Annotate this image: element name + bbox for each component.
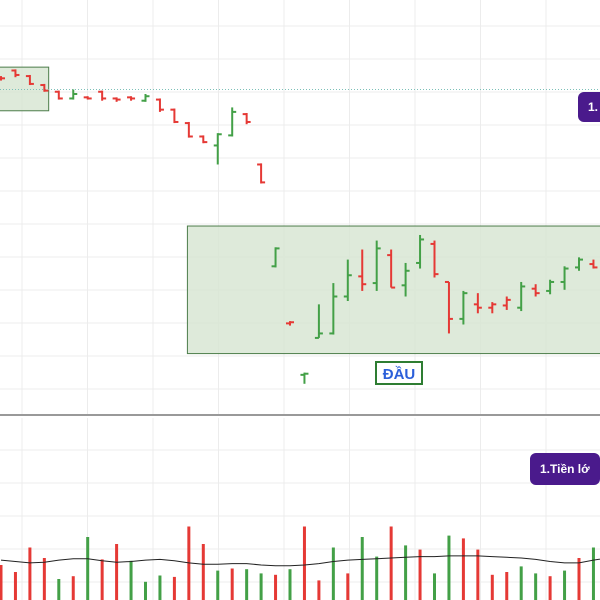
ohlc-bar xyxy=(401,262,410,297)
ohlc-bar xyxy=(517,281,526,312)
volume-bar xyxy=(534,573,538,600)
ohlc-bar xyxy=(444,280,453,334)
volume-bar xyxy=(42,558,46,600)
ohlc-bar xyxy=(98,90,107,101)
volume-bar xyxy=(433,573,436,600)
ohlc-bar xyxy=(69,89,78,100)
volume-bar xyxy=(490,574,494,600)
ohlc-bar xyxy=(372,240,381,291)
zone-rect xyxy=(186,225,600,355)
volume-bar xyxy=(13,572,17,600)
volume-bar xyxy=(288,569,292,600)
ohlc-bar xyxy=(314,304,323,339)
ohlc-bar xyxy=(546,279,555,295)
ohlc-bar xyxy=(531,284,540,297)
ohlc-bar xyxy=(560,266,569,290)
volume-bar xyxy=(505,572,509,600)
zone-rect xyxy=(0,66,50,112)
price-zones xyxy=(0,66,600,355)
ohlc-bar xyxy=(575,257,583,271)
ohlc-bar xyxy=(155,98,164,112)
ohlc-bar xyxy=(329,283,338,335)
volume-bar xyxy=(259,573,263,600)
volume-bar xyxy=(86,537,90,600)
volume-bar xyxy=(519,566,523,600)
ohlc-bar xyxy=(184,121,193,138)
ohlc-bar xyxy=(199,135,208,144)
volume-bar xyxy=(158,575,162,600)
volume-bar xyxy=(476,549,480,600)
volume-bar xyxy=(274,574,278,600)
ohlc-bar xyxy=(40,83,49,92)
ohlc-bar xyxy=(257,163,266,184)
volume-bar xyxy=(591,547,595,600)
ohlc-bar xyxy=(242,113,251,125)
volume-bar xyxy=(0,565,3,600)
ohlc-bar xyxy=(358,249,367,291)
ohlc-bar xyxy=(127,96,136,101)
volume-bar xyxy=(548,576,552,600)
volume-bar xyxy=(389,526,393,600)
volume-bar xyxy=(302,526,306,600)
ohlc-bar xyxy=(112,97,121,102)
ohlc-bar xyxy=(11,69,20,78)
volume-bar xyxy=(100,559,104,600)
volume-bar xyxy=(447,535,451,600)
volume-bar xyxy=(563,570,567,600)
volume-bar xyxy=(216,570,220,600)
ohlc-bar xyxy=(213,133,222,165)
ohlc-bar xyxy=(459,290,468,325)
volume-bar xyxy=(360,537,364,600)
volume-bar xyxy=(346,573,350,600)
ohlc-bar xyxy=(488,302,497,314)
zone-label: ĐẦU xyxy=(375,361,423,385)
volume-bar xyxy=(245,569,249,600)
volume-bars xyxy=(0,526,595,600)
volume-bar xyxy=(461,538,465,600)
ohlc-bar xyxy=(473,293,482,314)
volume-bar xyxy=(57,579,61,600)
ohlc-bar xyxy=(271,247,280,268)
ohlc-bar xyxy=(54,90,63,100)
volume-bar xyxy=(577,558,581,600)
ohlc-bar xyxy=(141,93,150,102)
volume-ma-line xyxy=(0,555,600,567)
volume-indicator-badge[interactable]: 1.Tiền lớ xyxy=(530,453,600,485)
volume-bar xyxy=(230,568,234,600)
ohlc-bar xyxy=(502,296,511,310)
price-bars xyxy=(0,69,598,384)
volume-bar xyxy=(331,547,335,600)
volume-bar xyxy=(115,544,119,600)
ohlc-bar xyxy=(83,96,92,100)
volume-bar xyxy=(144,581,147,600)
price-indicator-badge[interactable]: 1. xyxy=(578,92,600,122)
ohlc-bar xyxy=(286,321,294,326)
volume-bar xyxy=(28,547,32,600)
volume-bar xyxy=(71,576,75,600)
volume-bar xyxy=(201,544,205,600)
ohlc-bar xyxy=(25,74,34,86)
volume-bar xyxy=(375,556,379,600)
ohlc-bar xyxy=(300,372,309,384)
ohlc-bar xyxy=(387,249,396,289)
ohlc-bar xyxy=(589,259,598,269)
ohlc-bar xyxy=(170,108,179,124)
ohlc-bar xyxy=(0,76,5,81)
ohlc-bar xyxy=(430,240,439,278)
volume-bar xyxy=(129,560,133,600)
volume-bar xyxy=(172,576,176,600)
ohlc-bar xyxy=(343,259,352,301)
volume-bar xyxy=(418,549,422,600)
volume-bar xyxy=(404,545,408,600)
volume-bar xyxy=(317,580,321,600)
ohlc-bar xyxy=(416,234,425,269)
ohlc-bar xyxy=(228,107,237,137)
